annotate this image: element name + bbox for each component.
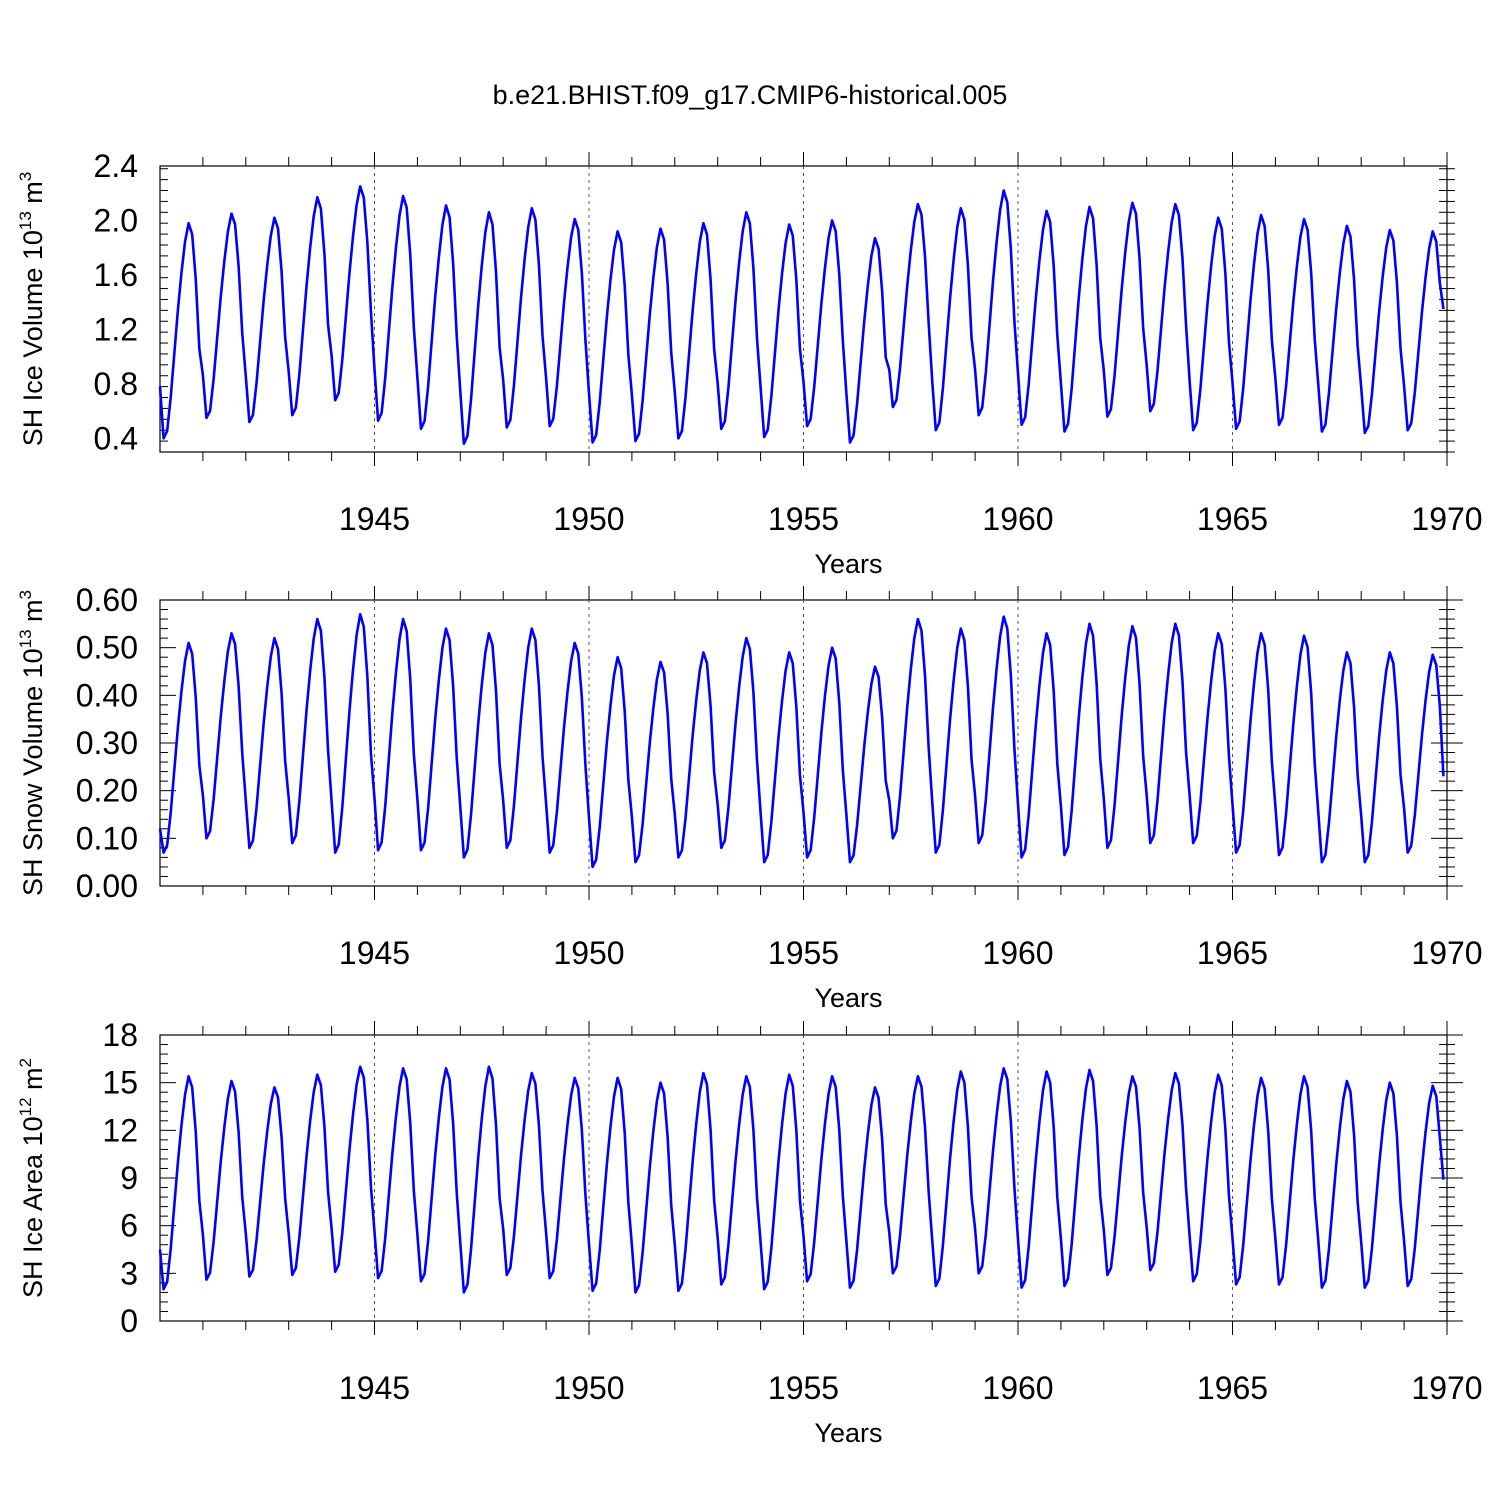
y-tick-label: 2.4	[94, 148, 138, 184]
y-tick-label: 9	[120, 1160, 138, 1196]
y-tick-label: 0.4	[94, 420, 138, 456]
y-tick-label: 0.8	[94, 366, 138, 402]
panel-2: 1945 1950 1955 1960 1965 1970 Years 0.00 0.10 0.2…	[16, 582, 1483, 1013]
x-tick-label: 1945	[339, 1370, 410, 1406]
series-line-1	[158, 613, 1445, 869]
y-tick-label: 0	[120, 1303, 138, 1339]
y-tick-label: 0.10	[76, 820, 138, 856]
y-tick-label: 1.6	[94, 257, 138, 293]
y-axis-title: SH Snow Volume 1013 m3	[16, 590, 48, 896]
x-tick-label: 1950	[553, 1370, 624, 1406]
x-tick-label: 1960	[982, 1370, 1053, 1406]
y-tick-label: 0.30	[76, 725, 138, 761]
series-line-1	[158, 185, 1445, 446]
series-line-1	[158, 1065, 1445, 1294]
y-tick-label: 0.40	[76, 677, 138, 713]
x-tick-label: 1955	[768, 1370, 839, 1406]
y-tick-label: 0.20	[76, 773, 138, 809]
y-tick-label: 0.00	[76, 868, 138, 904]
y-tick-label: 6	[120, 1208, 138, 1244]
y-tick-label: 0.50	[76, 630, 138, 666]
y-tick-label: 1.2	[94, 311, 138, 347]
y-tick-label: 0.60	[76, 582, 138, 618]
y-tick-label: 12	[102, 1112, 138, 1148]
x-tick-label: 1960	[982, 935, 1053, 971]
chart-title: b.e21.BHIST.f09_g17.CMIP6-historical.005	[493, 80, 1008, 110]
x-tick-label: 1960	[982, 501, 1053, 537]
x-tick-label: 1965	[1197, 1370, 1268, 1406]
y-axis-title: SH Ice Volume 1013 m3	[16, 172, 48, 447]
y-tick-label: 18	[102, 1017, 138, 1053]
x-tick-label: 1950	[553, 501, 624, 537]
panel-1: 1945 1950 1955 1960 1965 1970 Years 0.4 0.8 1.2 1.…	[16, 148, 1483, 579]
x-axis-title: Years	[814, 549, 882, 579]
x-tick-label: 1945	[339, 935, 410, 971]
x-tick-label: 1965	[1197, 501, 1268, 537]
x-tick-label: 1955	[768, 935, 839, 971]
y-axis-title: SH Ice Area 1012 m2	[16, 1058, 48, 1298]
x-tick-label: 1955	[768, 501, 839, 537]
y-tick-label: 3	[120, 1255, 138, 1291]
x-tick-label: 1950	[553, 935, 624, 971]
x-tick-label: 1970	[1411, 1370, 1482, 1406]
y-tick-label: 15	[102, 1065, 138, 1101]
x-tick-label: 1965	[1197, 935, 1268, 971]
panel-3: 1945 1950 1955 1960 1965 1970 Years 0 3 6 9 12 15 18 S…	[16, 1017, 1483, 1448]
x-tick-label: 1970	[1411, 935, 1482, 971]
x-tick-label: 1970	[1411, 501, 1482, 537]
y-tick-label: 2.0	[94, 202, 138, 238]
x-axis-title: Years	[814, 983, 882, 1013]
x-axis-title: Years	[814, 1418, 882, 1448]
x-tick-label: 1945	[339, 501, 410, 537]
chart-panels: 1945 1950 1955 1960 1965 1970 Years 0.4 0.8 1.2 1.…	[16, 148, 1483, 1448]
